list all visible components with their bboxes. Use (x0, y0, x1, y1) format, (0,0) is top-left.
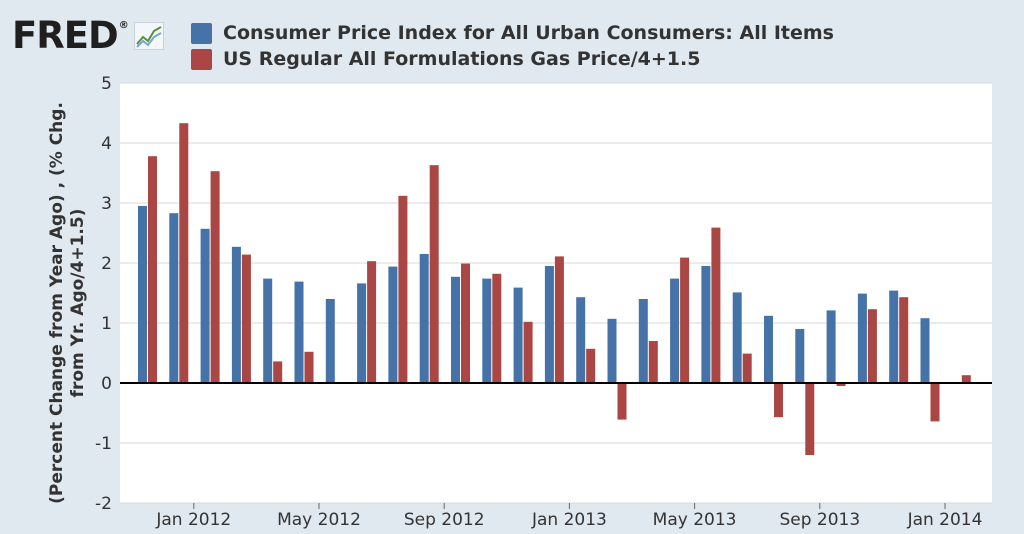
bar-gas (961, 375, 971, 383)
bar-gas (429, 165, 439, 383)
bar-cpi (857, 293, 867, 383)
y-tick-label: 5 (101, 74, 112, 94)
x-tick-label: Jan 2014 (907, 510, 983, 530)
y-tick-label: 1 (101, 314, 112, 334)
bar-cpi (231, 246, 241, 383)
bar-cpi (357, 283, 367, 383)
bar-cpi (451, 276, 460, 383)
legend-item-gas[interactable]: US Regular All Formulations Gas Price/4+… (191, 46, 834, 72)
bar-gas (367, 261, 377, 383)
bar-cpi (200, 228, 210, 383)
y-axis-ticks: -2 -1 0 1 2 3 4 5 (95, 74, 112, 514)
bars (138, 123, 971, 455)
y-axis-label-line: from Yr. Ago/4+1.5) (68, 209, 88, 398)
bar-gas (617, 383, 627, 420)
bar-cpi (169, 213, 179, 383)
y-tick-label: -1 (95, 434, 112, 454)
y-axis-label-line: (Percent Change from Year Ago) , (% Chg. (47, 102, 67, 504)
bar-gas (523, 321, 533, 383)
x-tick-label: Jan 2012 (155, 510, 231, 530)
bar-gas (648, 341, 658, 383)
bar-cpi (732, 292, 742, 383)
bar-cpi (701, 266, 711, 383)
x-tick-label: Jan 2013 (531, 510, 607, 530)
bar-cpi (325, 299, 335, 383)
bar-cpi (607, 318, 617, 383)
bar-cpi (544, 266, 554, 383)
bar-cpi (263, 278, 273, 383)
y-tick-label: -2 (95, 494, 112, 514)
bar-gas (492, 273, 502, 383)
bar-gas (742, 353, 752, 383)
bar-gas (930, 383, 940, 422)
legend-label-gas: US Regular All Formulations Gas Price/4+… (223, 48, 701, 70)
legend-label-cpi: Consumer Price Index for All Urban Consu… (223, 22, 834, 44)
bar-gas (398, 195, 408, 383)
x-tick-label: May 2013 (653, 510, 737, 530)
bar-cpi (388, 266, 398, 383)
y-tick-label: 0 (101, 374, 112, 394)
y-tick-label: 3 (101, 194, 112, 214)
bar-cpi (419, 254, 429, 383)
x-tick-label: May 2012 (277, 510, 361, 530)
bar-gas (805, 383, 815, 455)
y-tick-label: 2 (101, 254, 112, 274)
bar-gas (210, 171, 220, 383)
bar-gas (899, 297, 909, 383)
bar-gas (867, 309, 877, 383)
bar-cpi (294, 281, 304, 383)
bar-gas (586, 348, 596, 383)
bar-cpi (795, 329, 805, 383)
bar-cpi (576, 297, 586, 383)
bar-cpi (638, 299, 648, 383)
legend: Consumer Price Index for All Urban Consu… (191, 20, 834, 72)
bar-gas (836, 383, 846, 386)
logo-text: FRED (12, 14, 119, 57)
bar-cpi (138, 206, 147, 383)
legend-swatch-gas (191, 48, 212, 70)
y-axis-label: (Percent Change from Year Ago) , (% Chg.… (47, 102, 88, 504)
bar-cpi (920, 318, 930, 383)
x-tick-label: Sep 2012 (404, 510, 485, 530)
bar-cpi (764, 315, 773, 383)
bar-gas (680, 257, 690, 383)
bar-gas (711, 227, 721, 383)
legend-swatch-cpi (191, 22, 212, 44)
line-chart-icon (133, 21, 164, 50)
y-tick-label: 4 (101, 134, 112, 154)
bar-cpi (513, 287, 523, 383)
bar-cpi (670, 278, 680, 383)
bar-gas (774, 383, 783, 418)
registered-mark: ® (118, 20, 129, 31)
bar-cpi (889, 290, 899, 383)
bar-gas (241, 254, 251, 383)
bar-gas (461, 263, 470, 383)
legend-item-cpi[interactable]: Consumer Price Index for All Urban Consu… (191, 20, 834, 46)
bar-gas (148, 156, 157, 383)
bar-cpi (482, 278, 492, 383)
bar-gas (179, 123, 189, 383)
bar-gas (273, 361, 283, 383)
x-tick-label: Sep 2013 (779, 510, 860, 530)
bar-gas (554, 256, 564, 383)
bar-gas (304, 351, 314, 383)
bar-cpi (826, 310, 836, 383)
x-axis-ticks: Jan 2012 May 2012 Sep 2012 Jan 2013 May 2013… (155, 503, 982, 530)
fred-logo: FRED ® (12, 14, 164, 57)
